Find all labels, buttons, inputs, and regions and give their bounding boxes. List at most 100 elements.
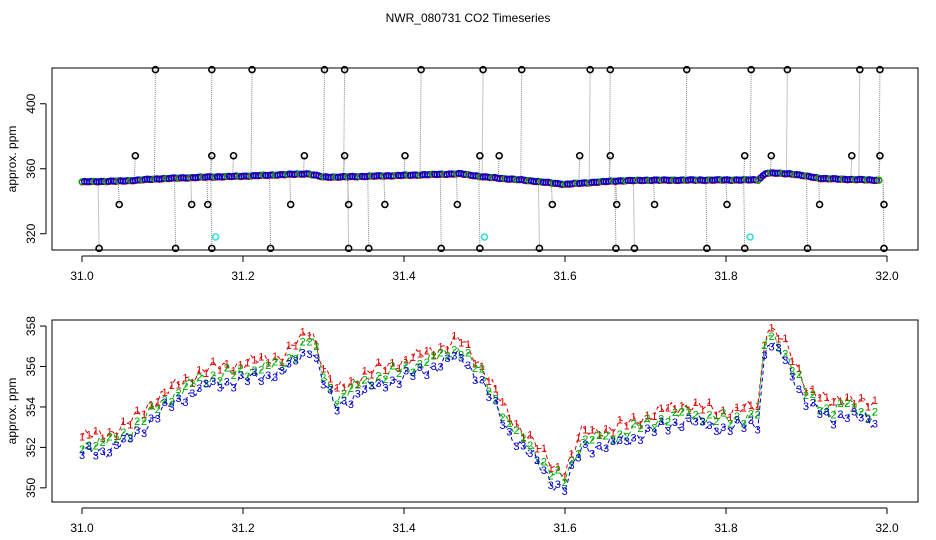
high-spike-line (419, 69, 422, 175)
series-1-marker: 1 (389, 357, 395, 369)
outlier-high-point (340, 65, 349, 74)
series-2-marker: 2 (465, 347, 471, 359)
series-1-marker: 1 (120, 416, 126, 428)
outlier-high-point (517, 65, 526, 74)
series-1-marker: 1 (244, 357, 250, 369)
series-2-marker: 2 (382, 374, 388, 386)
series-3-marker: 3 (272, 372, 278, 384)
series-2-marker: 2 (575, 448, 581, 460)
series-1-marker: 1 (382, 365, 388, 377)
series-3-marker: 3 (803, 401, 809, 413)
low-spike-line (614, 180, 617, 249)
series-1-marker: 1 (527, 429, 533, 441)
series-3-marker: 3 (93, 450, 99, 462)
series-1-marker: 1 (134, 405, 140, 417)
series-3-marker: 3 (741, 423, 747, 435)
series-2-marker: 2 (506, 418, 512, 430)
y-tick-label: 358 (24, 316, 38, 336)
series-1-marker: 1 (155, 397, 161, 409)
series-3-marker: 3 (382, 382, 388, 394)
mid-low-spike-line (383, 175, 386, 205)
series-2-marker: 2 (375, 371, 381, 383)
series-3-marker: 3 (320, 380, 326, 392)
series-1-marker: 1 (631, 411, 637, 423)
series-1-marker: 1 (341, 382, 347, 394)
mid-high-spike-line (232, 155, 235, 177)
series-1-marker: 1 (782, 333, 788, 345)
series-1-marker: 1 (817, 393, 823, 405)
series-1-marker: 1 (755, 401, 761, 413)
series-2-marker: 2 (244, 371, 250, 383)
series-2-marker: 2 (107, 432, 113, 444)
series-2-marker: 2 (327, 383, 333, 395)
series-2-marker: 2 (741, 418, 747, 430)
series-3-marker: 3 (603, 443, 609, 455)
outlier-high-point (783, 65, 792, 74)
series-2-marker: 2 (534, 455, 540, 467)
outlier-low-point (630, 244, 639, 253)
series-3-marker: 3 (327, 384, 333, 396)
outlier-mid-high-point (740, 151, 749, 160)
series-3-marker: 3 (341, 396, 347, 408)
mid-high-spike-line (743, 155, 746, 180)
outlier-high-point (320, 65, 329, 74)
series-3-marker: 3 (410, 371, 416, 383)
series-2-marker: 2 (341, 388, 347, 400)
series-3-marker: 3 (851, 406, 857, 418)
low-spike-line (743, 179, 746, 249)
series-3-marker: 3 (782, 355, 788, 367)
series-2-marker: 2 (637, 423, 643, 435)
series-3-marker: 3 (203, 379, 209, 391)
high-spike-line (749, 69, 752, 180)
outlier-high-point (876, 65, 884, 74)
series-3-marker: 3 (713, 426, 719, 438)
outlier-mid-high-point (131, 151, 140, 160)
series-3-marker: 3 (107, 448, 113, 460)
outlier-mid-low-point (344, 200, 353, 209)
series-1-marker: 1 (810, 384, 816, 396)
outlier-mid-high-point (876, 151, 884, 160)
series-2-marker: 2 (272, 357, 278, 369)
outlier-mid-high-point (340, 151, 349, 160)
series-2-marker: 2 (796, 369, 802, 381)
y-tick-label: 352 (24, 437, 38, 457)
cyan-point (746, 233, 754, 241)
series-2-line (81, 335, 876, 484)
series-3-marker: 3 (582, 439, 588, 451)
series-2-marker: 2 (431, 351, 437, 363)
series-2-marker: 2 (472, 363, 478, 375)
series-1-marker: 1 (231, 365, 237, 377)
series-2-marker: 2 (810, 389, 816, 401)
series-1-marker: 1 (293, 341, 299, 353)
series-1-marker: 1 (410, 352, 416, 364)
series-3-marker: 3 (355, 388, 361, 400)
low-spike-line (269, 175, 272, 249)
series-2-marker: 2 (320, 372, 326, 384)
outlier-high-point (747, 65, 755, 74)
series-2-marker: 2 (396, 368, 402, 380)
series-3-marker: 3 (658, 416, 664, 428)
series-2-marker: 2 (369, 380, 375, 392)
outlier-mid-high-point (476, 151, 484, 160)
series-3-marker: 3 (313, 353, 319, 365)
outlier-low-point (364, 244, 373, 253)
series-3-marker: 3 (182, 397, 188, 409)
series-2-marker: 2 (755, 410, 761, 422)
series-3-marker: 3 (217, 382, 223, 394)
series-1-marker: 1 (175, 379, 181, 391)
high-spike-line (520, 69, 523, 180)
series-2-marker: 2 (424, 357, 430, 369)
series-3-marker: 3 (369, 380, 375, 392)
outlier-high-point (479, 65, 487, 74)
x-tick-label: 31.0 (70, 269, 94, 283)
series-1-marker: 1 (458, 337, 464, 349)
series-2-marker: 2 (479, 363, 485, 375)
x-tick-label: 32.0 (875, 521, 899, 535)
outlier-mid-high-point (575, 151, 584, 160)
series-1-marker: 1 (699, 404, 705, 416)
outlier-high-point (248, 65, 256, 74)
cyan-point (211, 233, 220, 241)
series-3-marker: 3 (693, 416, 699, 428)
